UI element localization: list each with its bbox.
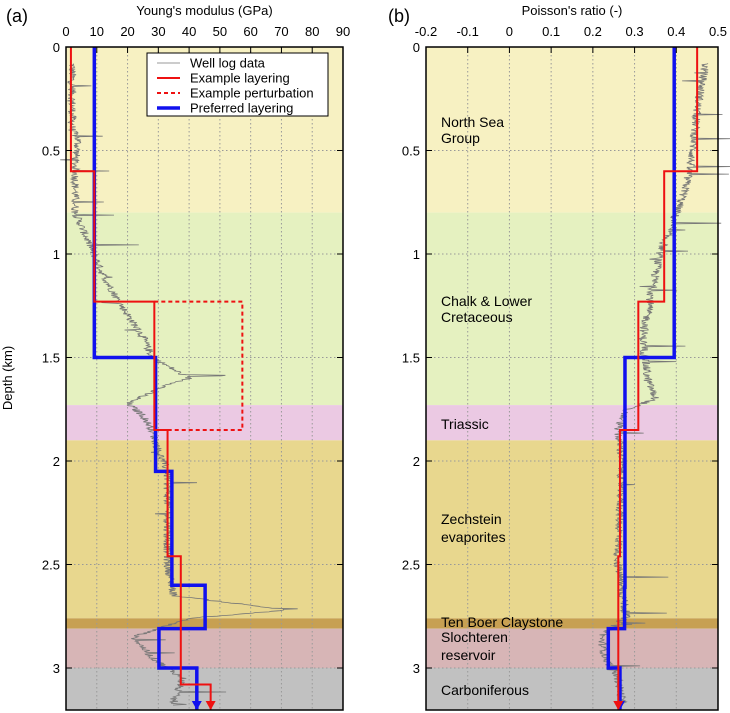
y-tick-label: 3 <box>413 661 420 676</box>
panel-b: -0.2 -0.1 0 0.1 0.2 0.3 0.4 0.5 0 0.5 1 1.5 2 2.5 3 Poi… <box>388 3 730 711</box>
formation-label: reservoir <box>441 647 496 663</box>
plot-frame <box>65 46 344 711</box>
x-tick-label: 50 <box>213 24 227 39</box>
axis-title: Young's modulus (GPa) <box>136 3 272 18</box>
formation-band <box>426 668 718 710</box>
formation-label: evaporites <box>441 529 506 545</box>
x-tick-label: 0.4 <box>667 24 685 39</box>
formation-label: Triassic <box>441 416 489 432</box>
x-tick-label: 30 <box>151 24 165 39</box>
axis-title: Poisson's ratio (-) <box>522 3 623 18</box>
formation-band <box>426 628 718 668</box>
x-tick-label: 20 <box>120 24 134 39</box>
formation-label: North Sea <box>441 114 504 130</box>
formation-label: Group <box>441 130 480 146</box>
x-tick-label: 0.5 <box>709 24 727 39</box>
formation-band <box>426 405 718 441</box>
panel-a: 0 10 20 30 40 50 60 70 80 90 0 0.5 1 1.5 2 2.5 3 Young's … <box>6 3 350 711</box>
example-layering-arrow-icon <box>205 701 216 710</box>
formation-band <box>66 668 343 710</box>
x-tick-label: -0.1 <box>457 24 479 39</box>
panel-label: (a) <box>6 6 28 26</box>
y-tick-label: 0 <box>53 40 60 55</box>
formation-band <box>66 405 343 441</box>
y-tick-label: 0.5 <box>402 144 420 159</box>
example-layering-arrow-icon <box>613 701 624 710</box>
formation-band <box>426 47 718 213</box>
legend-label: Example layering <box>190 71 290 86</box>
x-tick-label: 60 <box>243 24 257 39</box>
y-tick-label: 2 <box>413 454 420 469</box>
formation-label: Carboniferous <box>441 682 529 698</box>
legend-label: Well log data <box>190 56 266 71</box>
x-tick-label: 0.2 <box>584 24 602 39</box>
x-tick-label: 40 <box>182 24 196 39</box>
y-tick-label: 1 <box>413 247 420 262</box>
example-layering-line <box>69 47 212 710</box>
x-tick-label: 90 <box>336 24 350 39</box>
formation-band <box>66 628 343 668</box>
formation-band <box>426 440 718 619</box>
y-tick-label: 0 <box>413 40 420 55</box>
x-tick-label: -0.2 <box>415 24 437 39</box>
x-tick-label: 0 <box>506 24 513 39</box>
formation-label: Chalk & Lower <box>441 293 532 309</box>
x-tick-label: 80 <box>305 24 319 39</box>
preferred-layering-line <box>606 47 676 710</box>
x-tick-label: 10 <box>90 24 104 39</box>
formation-label: Ten Boer Claystone <box>441 614 563 630</box>
example-perturbation-line <box>154 300 244 431</box>
y-tick-label: 3 <box>53 661 60 676</box>
x-tick-label: 0.3 <box>626 24 644 39</box>
y-axis-label: Depth (km) <box>0 346 15 410</box>
y-tick-label: 2.5 <box>42 558 60 573</box>
legend-label: Example perturbation <box>190 86 314 101</box>
y-tick-label: 1 <box>53 247 60 262</box>
preferred-layering-arrow-icon <box>191 701 202 710</box>
y-tick-label: 2.5 <box>402 558 420 573</box>
example-layering-line <box>617 47 699 710</box>
x-tick-label: 0 <box>62 24 69 39</box>
x-tick-label: 0.1 <box>542 24 560 39</box>
x-tick-label: 70 <box>274 24 288 39</box>
formation-label: Zechstein <box>441 511 502 527</box>
plot-frame <box>425 46 719 711</box>
formation-band <box>426 212 718 406</box>
formation-label: Cretaceous <box>441 309 513 325</box>
y-tick-label: 1.5 <box>42 351 60 366</box>
preferred-layering-line <box>92 47 207 710</box>
panel-label: (b) <box>388 6 410 26</box>
formation-label: Slochteren <box>441 629 508 645</box>
y-tick-label: 2 <box>53 454 60 469</box>
formation-band <box>426 618 718 629</box>
y-tick-label: 0.5 <box>42 144 60 159</box>
y-tick-label: 1.5 <box>402 351 420 366</box>
legend-label: Preferred layering <box>190 101 293 116</box>
